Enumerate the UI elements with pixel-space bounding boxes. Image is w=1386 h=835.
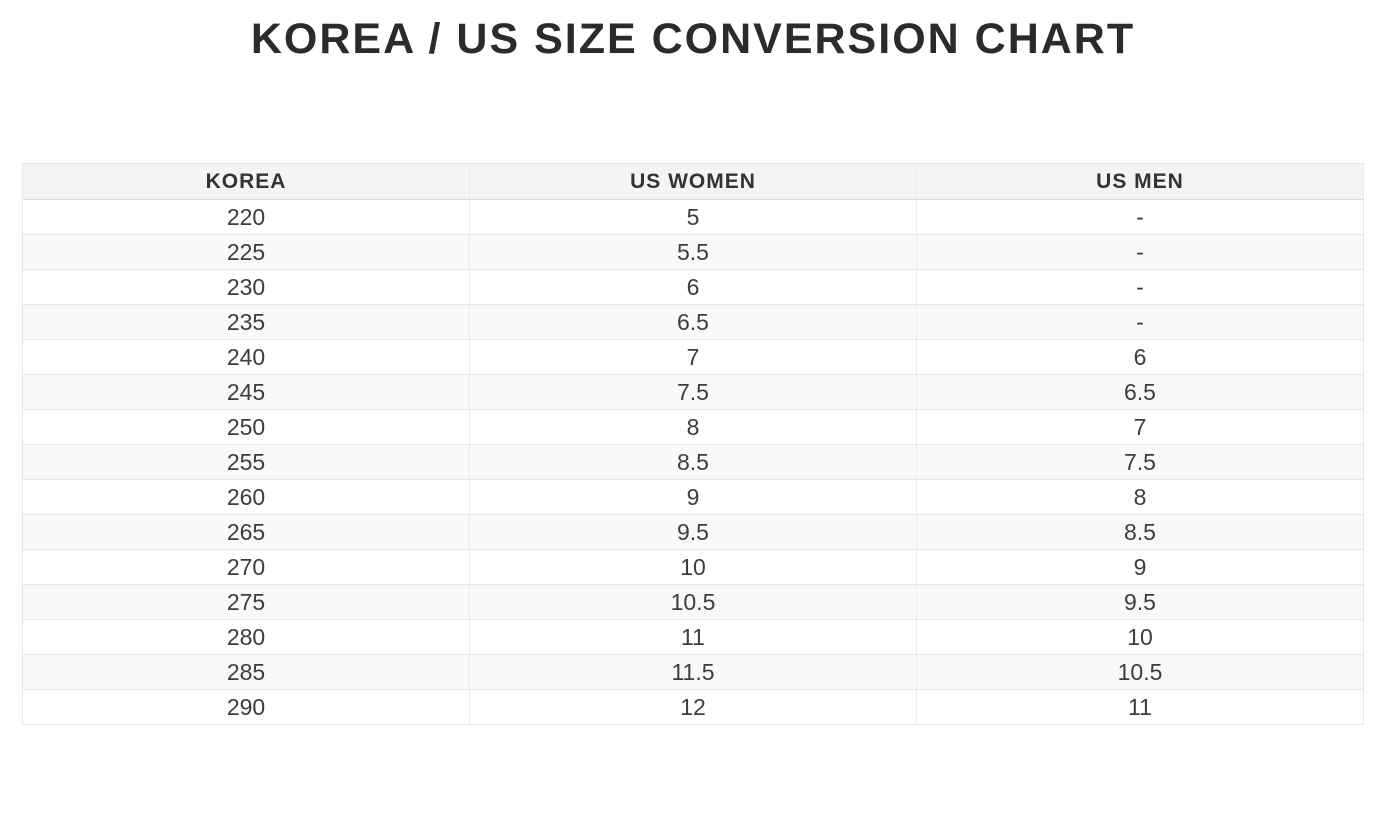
table-cell: 8 [469,409,917,446]
table-cell: - [916,199,1364,236]
table-cell: 240 [22,339,470,376]
table-row: 220 5- [22,199,1364,236]
table-row: 255 8.5 7.5 [22,444,1364,481]
table-cell: - [916,269,1364,306]
table-row: 225 5.5- [22,234,1364,271]
table-cell: 280 [22,619,470,656]
table-cell: 255 [22,444,470,481]
table-cell: 285 [22,654,470,691]
table-cell: 230 [22,269,470,306]
table-row: 275 10.5 9.5 [22,584,1364,621]
table-cell: 5 [469,199,917,236]
column-header-us-men: US MEN [916,163,1364,201]
table-cell: 6.5 [469,304,917,341]
size-table-body: 220 5-225 5.5-230 6-235 6.5-240 7 6 245 7.5 6.5 25… [22,199,1364,726]
table-row: 250 8 7 [22,409,1364,446]
table-cell: 8.5 [469,444,917,481]
table-cell: 6 [469,269,917,306]
table-cell: 245 [22,374,470,411]
table-cell: 260 [22,479,470,516]
table-row: 245 7.5 6.5 [22,374,1364,411]
table-cell: - [916,234,1364,271]
table-row: 230 6- [22,269,1364,306]
table-row: 260 9 8 [22,479,1364,516]
table-cell: - [916,304,1364,341]
table-cell: 275 [22,584,470,621]
table-cell: 7.5 [916,444,1364,481]
table-cell: 10.5 [469,584,917,621]
table-cell: 11 [469,619,917,656]
table-cell: 290 [22,689,470,726]
table-header-row: KOREA US WOMEN US MEN [22,163,1364,201]
table-cell: 5.5 [469,234,917,271]
table-row: 265 9.5 8.5 [22,514,1364,551]
table-row: 235 6.5- [22,304,1364,341]
page-title: KOREA / US SIZE CONVERSION CHART [250,15,1136,63]
table-row: 240 7 6 [22,339,1364,376]
table-cell: 265 [22,514,470,551]
table-cell: 9 [469,479,917,516]
table-cell: 10.5 [916,654,1364,691]
table-row: 290 12 11 [22,689,1364,726]
table-header: KOREA US WOMEN US MEN [22,163,1364,201]
table-cell: 270 [22,549,470,586]
table-cell: 220 [22,199,470,236]
table-cell: 11 [916,689,1364,726]
table-cell: 8.5 [916,514,1364,551]
column-header-us-women: US WOMEN [469,163,917,201]
table-cell: 12 [469,689,917,726]
table-cell: 9.5 [916,584,1364,621]
table-cell: 7.5 [469,374,917,411]
table-cell: 6.5 [916,374,1364,411]
table-row: 280 11 10 [22,619,1364,656]
table-row: 285 11.5 10.5 [22,654,1364,691]
table-cell: 9.5 [469,514,917,551]
table-cell: 7 [469,339,917,376]
size-conversion-table: KOREA US WOMEN US MEN 220 5-225 5.5-230 6-2… [22,163,1364,726]
table-cell: 8 [916,479,1364,516]
table-cell: 225 [22,234,470,271]
table-cell: 250 [22,409,470,446]
table-cell: 7 [916,409,1364,446]
table-cell: 10 [916,619,1364,656]
table-cell: 9 [916,549,1364,586]
table-cell: 6 [916,339,1364,376]
table-row: 270 10 9 [22,549,1364,586]
table-cell: 11.5 [469,654,917,691]
table-cell: 10 [469,549,917,586]
table-cell: 235 [22,304,470,341]
column-header-korea: KOREA [22,163,470,201]
